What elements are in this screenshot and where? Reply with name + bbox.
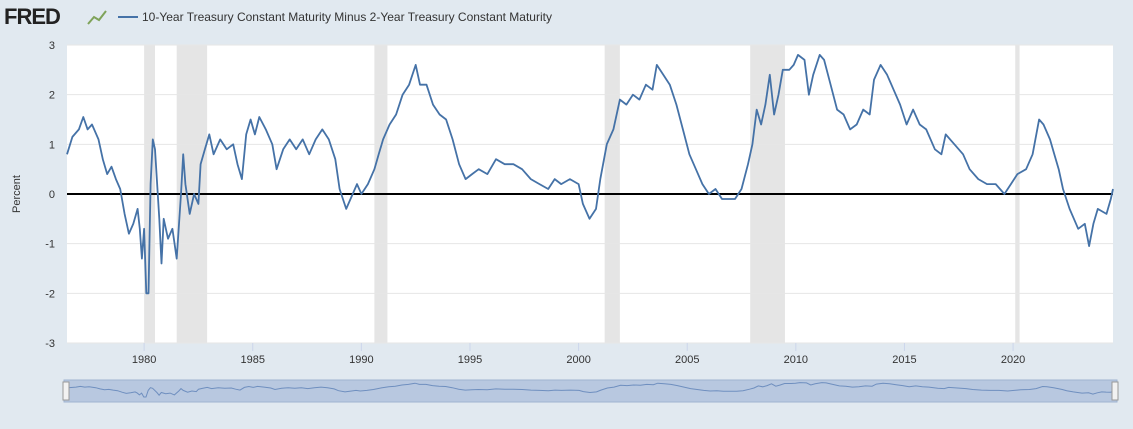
y-tick-label: 2 xyxy=(49,90,55,102)
navigator-handle[interactable] xyxy=(62,381,70,401)
x-tick-label: 1980 xyxy=(132,354,156,366)
x-tick-label: 2015 xyxy=(892,354,916,366)
y-tick-label: -2 xyxy=(45,288,55,300)
y-tick-label: -1 xyxy=(45,239,55,251)
x-tick-label: 2020 xyxy=(1001,354,1025,366)
x-tick-label: 2010 xyxy=(784,354,808,366)
data-line xyxy=(66,54,1114,295)
navigator xyxy=(63,379,1118,403)
y-tick-label: 3 xyxy=(49,40,55,52)
x-tick-label: 2000 xyxy=(566,354,590,366)
y-tick-label: -3 xyxy=(45,338,55,350)
y-tick-label: 1 xyxy=(49,139,55,151)
x-tick-label: 1995 xyxy=(458,354,482,366)
navigator-line xyxy=(63,382,1118,398)
x-tick-label: 2005 xyxy=(675,354,699,366)
y-axis-label: Percent xyxy=(11,175,23,213)
x-tick-label: 1990 xyxy=(349,354,373,366)
navigator-handle[interactable] xyxy=(1111,381,1119,401)
legend-label: 10-Year Treasury Constant Maturity Minus… xyxy=(142,10,552,24)
x-tick-label: 1985 xyxy=(240,354,264,366)
brand-logo: FRED xyxy=(4,4,60,29)
logo-icon xyxy=(87,10,107,25)
y-tick-label: 0 xyxy=(49,189,55,201)
